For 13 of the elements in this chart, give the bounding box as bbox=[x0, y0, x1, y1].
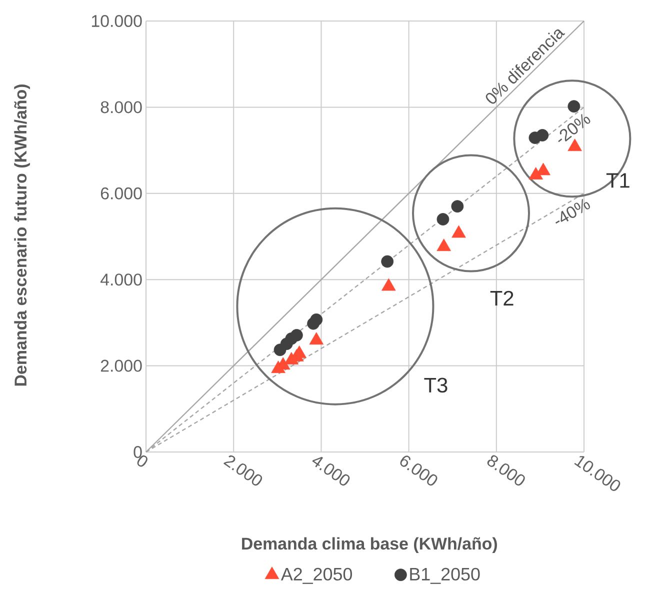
y-tick-label: 10.000 bbox=[92, 14, 142, 27]
y-tick-label: 2.000 bbox=[100, 360, 142, 372]
y-tick-label: 6.000 bbox=[100, 187, 142, 200]
text: -40% bbox=[555, 198, 590, 224]
legend-label: B1_2050 bbox=[410, 568, 480, 584]
annotation: T2 bbox=[490, 290, 514, 306]
y-tick-label: 4.000 bbox=[100, 274, 142, 286]
x-axis-title: Demanda clima base (KWh/año) bbox=[242, 537, 497, 553]
annotation: T3 bbox=[424, 378, 448, 393]
y-axis-title: Demanda escenario futuro (KWh/año) bbox=[14, 84, 30, 386]
text: -20% bbox=[558, 114, 590, 142]
legend-label: A2_2050 bbox=[280, 568, 352, 584]
y-tick-label: 8.000 bbox=[100, 101, 142, 114]
